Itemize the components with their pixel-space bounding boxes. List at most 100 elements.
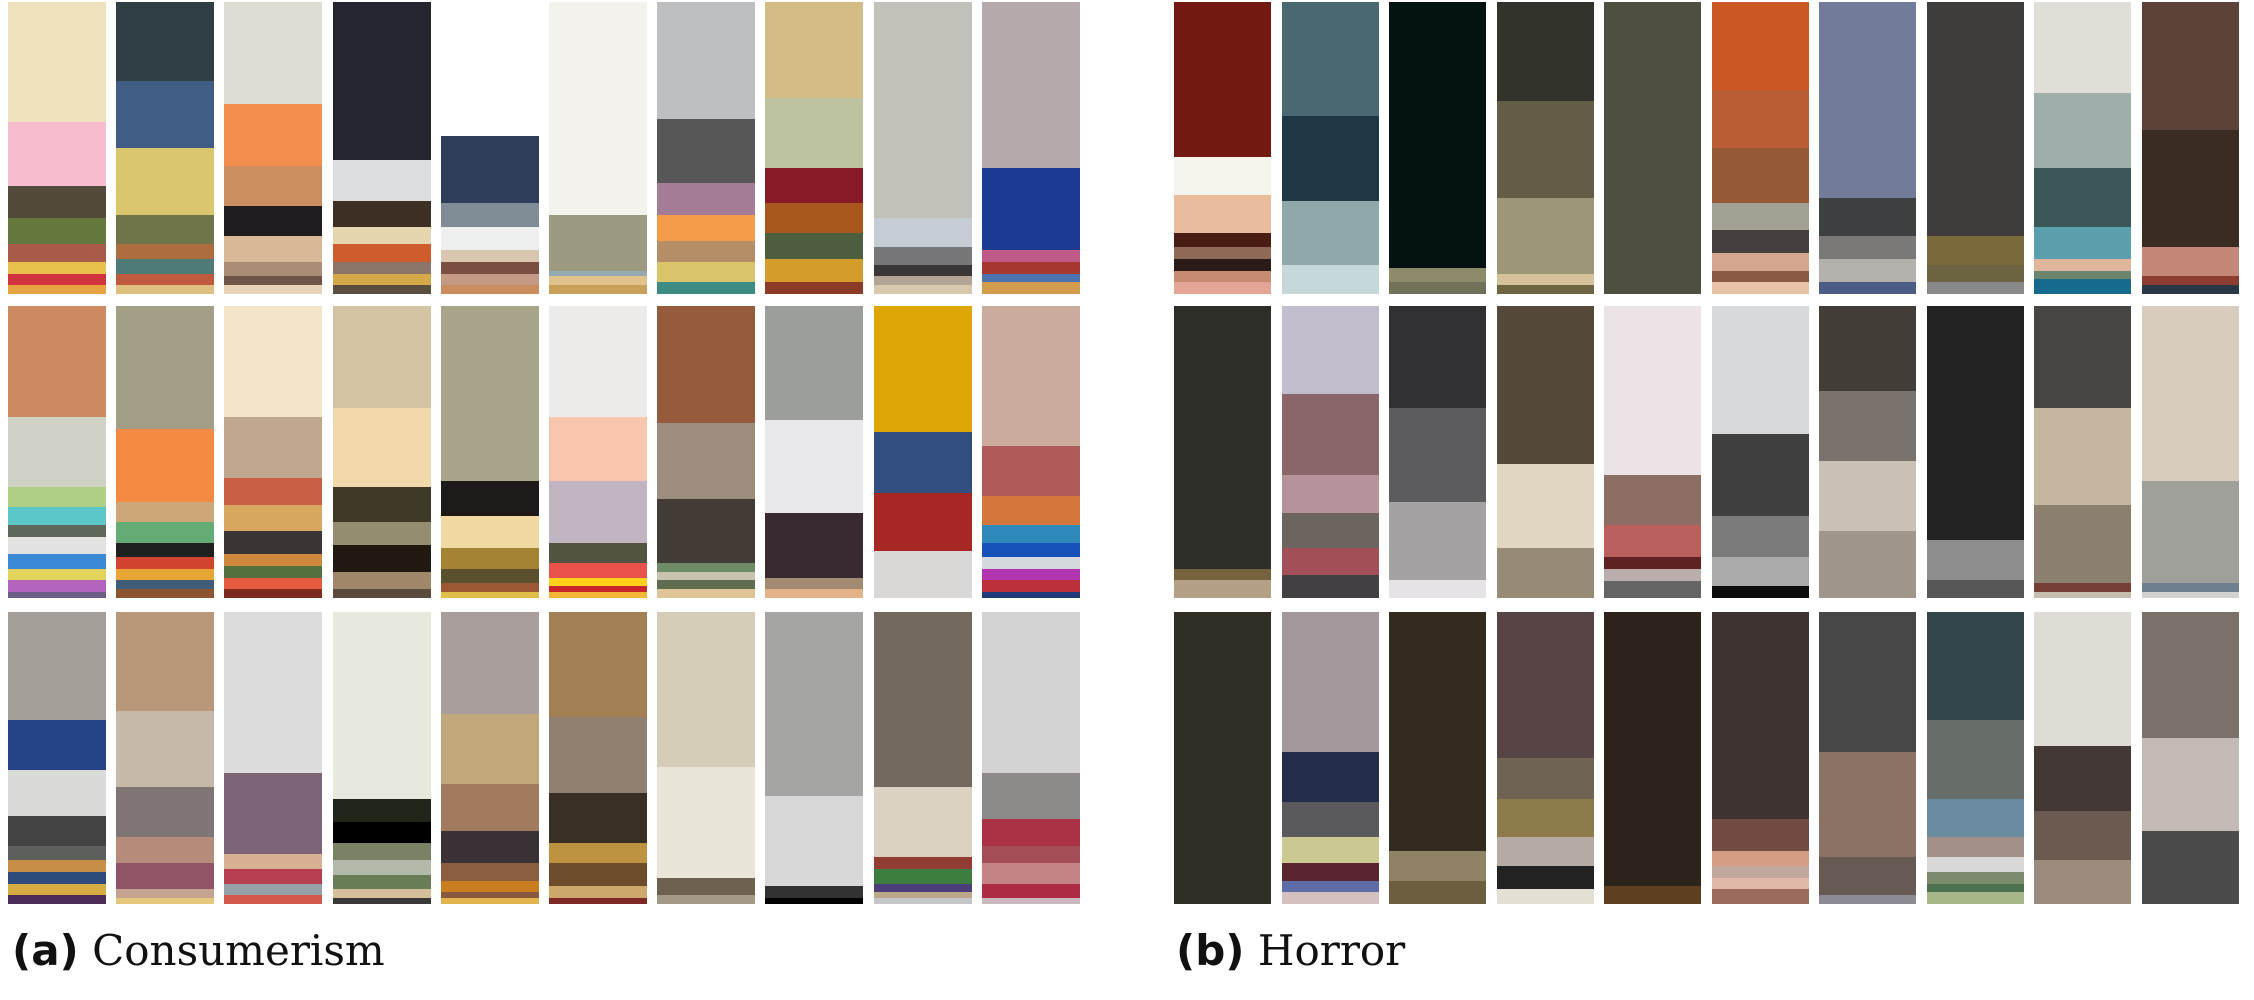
color-swatch [2142,481,2239,584]
color-swatch [2034,226,2131,259]
caption-label: (a) [12,926,79,975]
color-swatch [549,612,647,718]
color-swatch [8,536,106,555]
color-swatch [333,244,431,262]
color-swatch [224,577,322,590]
color-swatch [549,886,647,899]
color-swatch [116,258,214,274]
color-swatch [116,612,214,712]
color-swatch [1282,574,1379,598]
palette-column [224,306,322,599]
color-swatch [1819,530,1916,598]
palette-column [657,2,755,294]
palette-column [657,612,755,904]
color-swatch [1819,282,1916,294]
color-swatch [765,612,863,796]
palette-column [441,612,539,905]
color-swatch [441,898,539,905]
color-swatch [441,481,539,517]
color-swatch [116,898,214,905]
palette-column [549,306,647,598]
color-swatch [8,261,106,274]
color-swatch [1927,883,2024,893]
color-swatch [8,580,106,593]
color-swatch [224,2,322,105]
color-swatch [1497,758,1594,799]
panel-caption: (a) Consumerism [12,930,385,972]
color-swatch [333,522,431,546]
color-swatch [8,218,106,245]
color-swatch [116,2,214,81]
color-swatch [224,206,322,236]
color-swatch [982,306,1080,447]
color-swatch [549,542,647,563]
color-swatch [333,285,431,295]
color-swatch [1389,880,1486,904]
color-swatch [116,557,214,569]
color-swatch [982,168,1080,251]
color-swatch [2142,247,2239,277]
color-swatch [657,877,755,896]
color-swatch [441,261,539,274]
color-swatch [116,568,214,581]
color-swatch [333,889,431,899]
color-swatch [1174,580,1271,598]
color-swatch [765,886,863,899]
palette-column [2034,2,2131,295]
color-swatch [982,282,1080,295]
color-swatch [1712,282,1809,295]
color-swatch [116,863,214,890]
color-swatch [333,874,431,890]
color-swatch [549,793,647,843]
color-swatch [8,2,106,122]
color-swatch [116,589,214,599]
palette-column [1389,2,1486,294]
color-swatch [2034,258,2131,271]
color-swatch [549,898,647,905]
color-swatch [8,273,106,286]
color-swatch [2142,2,2239,131]
color-swatch [1927,306,2024,540]
color-swatch [2142,737,2239,831]
color-swatch [224,235,322,262]
color-swatch [333,589,431,599]
color-swatch [116,836,214,864]
color-swatch [982,898,1080,904]
color-swatch [657,215,755,242]
color-swatch [1282,880,1379,893]
color-swatch [1389,501,1486,581]
color-swatch [224,772,322,855]
color-swatch [874,868,972,884]
color-swatch [1712,2,1809,90]
color-swatch [874,492,972,552]
panel-consumerism: (a) Consumerism [8,0,1086,972]
color-swatch [224,104,322,166]
color-swatch [1712,89,1809,148]
color-swatch [2034,592,2131,599]
color-swatch [982,568,1080,581]
palette-column [1819,306,1916,598]
color-swatch [657,895,755,904]
color-swatch [765,168,863,204]
palette-column [1927,306,2024,598]
color-swatch [116,501,214,523]
color-swatch [1819,895,1916,904]
color-swatch [982,772,1080,820]
color-swatch [549,842,647,864]
color-swatch [441,583,539,593]
color-swatch [441,136,539,204]
color-swatch [116,787,214,837]
color-swatch [116,285,214,294]
color-swatch [1497,273,1594,286]
color-swatch [224,589,322,599]
color-swatch [1497,463,1594,549]
color-swatch [982,525,1080,543]
color-swatch [224,504,322,531]
color-swatch [8,487,106,508]
color-swatch [116,306,214,429]
color-swatch [1174,270,1271,283]
color-swatch [1819,306,1916,391]
color-swatch [874,857,972,869]
color-swatch [2142,612,2239,738]
color-swatch [1282,801,1379,837]
